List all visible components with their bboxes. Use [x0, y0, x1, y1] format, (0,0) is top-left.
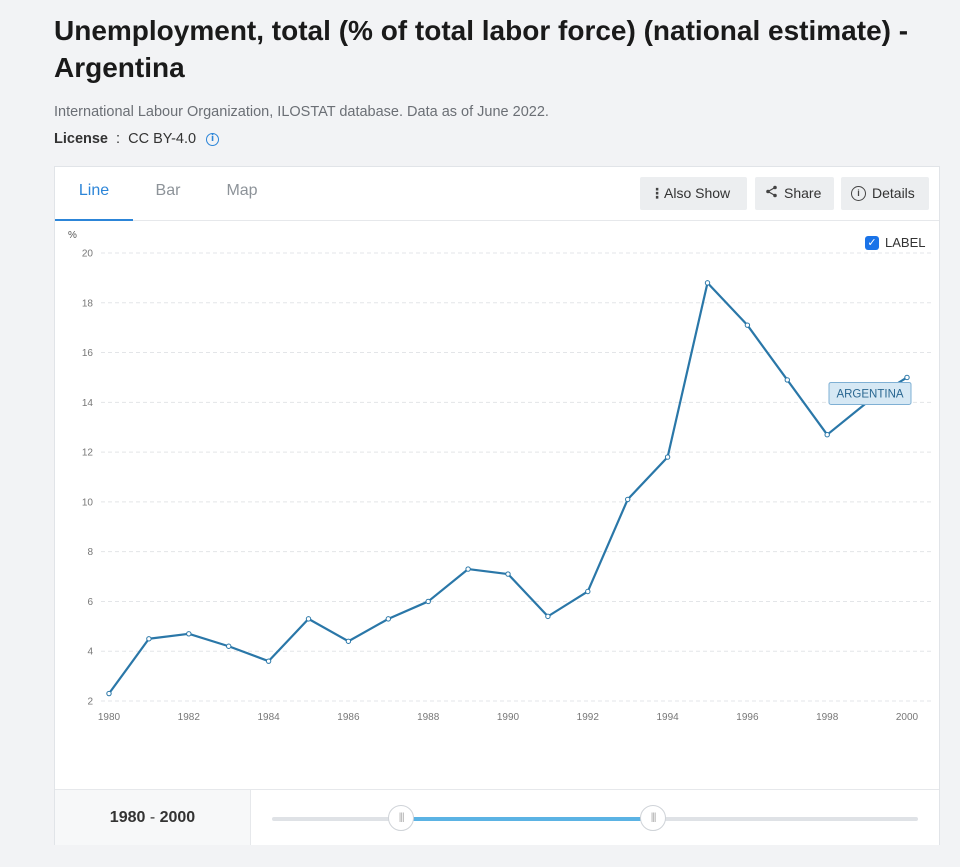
- series-label-box: [828, 381, 912, 405]
- label-checkbox[interactable]: ✓: [865, 235, 879, 250]
- year-range: 1980 - 2000: [55, 790, 251, 845]
- data-point: [664, 454, 671, 460]
- chart-card: Line Bar Map ⋮ Also Show Share i Details…: [54, 166, 940, 845]
- x-tick-label: 1986: [337, 712, 360, 723]
- data-point: [385, 616, 391, 622]
- details-label: Details: [872, 185, 915, 201]
- data-point: [625, 496, 631, 503]
- x-tick-label: 1992: [577, 712, 600, 723]
- tab-line[interactable]: Line: [55, 167, 133, 221]
- data-point: [505, 571, 511, 577]
- data-point: [904, 374, 910, 381]
- y-axis-label: %: [68, 230, 77, 241]
- label-toggle[interactable]: ✓ LABEL: [865, 235, 925, 250]
- range-separator: -: [145, 809, 160, 826]
- x-tick-label: 1982: [178, 712, 201, 723]
- share-button[interactable]: Share: [755, 177, 834, 210]
- license-separator: :: [112, 131, 125, 147]
- y-tick-label: 16: [82, 348, 94, 359]
- series-label: ARGENTINA: [836, 388, 903, 400]
- x-tick-label: 1984: [257, 712, 280, 723]
- range-end: 2000: [159, 809, 196, 826]
- line-chart: 2 4 6 8 10 12 14 16 18 20% 1980 1982 1984 1986 1988 199…: [68, 230, 931, 723]
- range-start: 1980: [109, 809, 146, 826]
- x-tick-label: 1994: [656, 712, 679, 723]
- tab-bar[interactable]: Bar: [155, 182, 181, 199]
- also-show-label: Also Show: [664, 185, 731, 201]
- data-point: [305, 616, 312, 622]
- y-tick-label: 6: [87, 597, 93, 608]
- slider-end-handle[interactable]: |||: [640, 805, 667, 831]
- data-point: [784, 377, 790, 383]
- more-vertical-icon: ⋮: [650, 185, 664, 201]
- page-title: Unemployment, total (% of total labor fo…: [54, 15, 909, 83]
- data-point: [744, 322, 751, 328]
- year-range-slider[interactable]: ||| |||: [272, 805, 918, 831]
- share-icon: [765, 177, 778, 210]
- also-show-button[interactable]: ⋮ Also Show: [640, 177, 747, 210]
- x-tick-label: 1990: [497, 712, 520, 723]
- x-tick-label: 1988: [417, 712, 440, 723]
- x-tick-label: 1996: [736, 712, 759, 723]
- y-tick-label: 12: [82, 448, 94, 459]
- data-point: [704, 280, 711, 286]
- x-tick-label: 1998: [816, 712, 839, 723]
- data-point: [425, 598, 431, 605]
- data-point: [265, 658, 272, 664]
- data-point: [465, 566, 471, 572]
- data-point: [345, 638, 352, 644]
- series-line-argentina: [108, 281, 908, 695]
- x-tick-label: 1980: [98, 712, 121, 723]
- y-tick-label: 10: [82, 497, 94, 508]
- share-label: Share: [784, 185, 822, 201]
- data-point: [824, 431, 830, 438]
- license-value: CC BY-4.0: [128, 131, 197, 147]
- slider-selected-range: [401, 817, 654, 821]
- details-button[interactable]: i Details: [841, 177, 929, 210]
- y-tick-label: 20: [82, 249, 94, 260]
- chart-tabbar: Line Bar Map ⋮ Also Show Share i Details: [55, 167, 939, 221]
- data-point: [106, 690, 112, 697]
- y-tick-label: 8: [87, 547, 93, 558]
- y-tick-label: 4: [87, 647, 93, 658]
- data-point: [585, 588, 591, 595]
- data-point: [186, 631, 192, 637]
- label-toggle-text: LABEL: [885, 235, 926, 250]
- y-tick-label: 14: [82, 398, 94, 409]
- info-icon[interactable]: i: [206, 132, 220, 146]
- license-label: License: [54, 131, 108, 147]
- tab-map[interactable]: Map: [226, 182, 258, 199]
- y-tick-label: 18: [82, 298, 94, 309]
- data-source: International Labour Organization, ILOST…: [54, 104, 549, 120]
- y-tick-label: 2: [87, 697, 93, 708]
- range-footer: 1980 - 2000 ||| |||: [55, 789, 939, 845]
- license-line: License : CC BY-4.0 i: [54, 131, 220, 147]
- info-circle-icon: i: [851, 186, 866, 201]
- data-point: [146, 636, 152, 642]
- x-tick-label: 2000: [896, 712, 919, 723]
- data-point: [226, 643, 232, 649]
- data-point: [545, 613, 551, 620]
- slider-start-handle[interactable]: |||: [388, 805, 415, 831]
